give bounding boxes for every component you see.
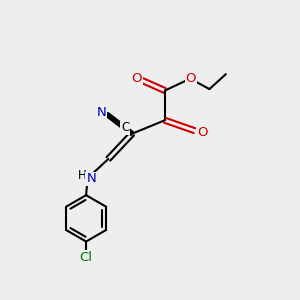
Text: O: O [185, 72, 196, 85]
Text: N: N [86, 172, 96, 185]
Text: C: C [121, 122, 129, 134]
Text: O: O [131, 72, 142, 85]
Text: Cl: Cl [80, 251, 93, 264]
Text: N: N [97, 106, 106, 119]
Text: H: H [78, 169, 87, 182]
Text: O: O [197, 126, 207, 139]
